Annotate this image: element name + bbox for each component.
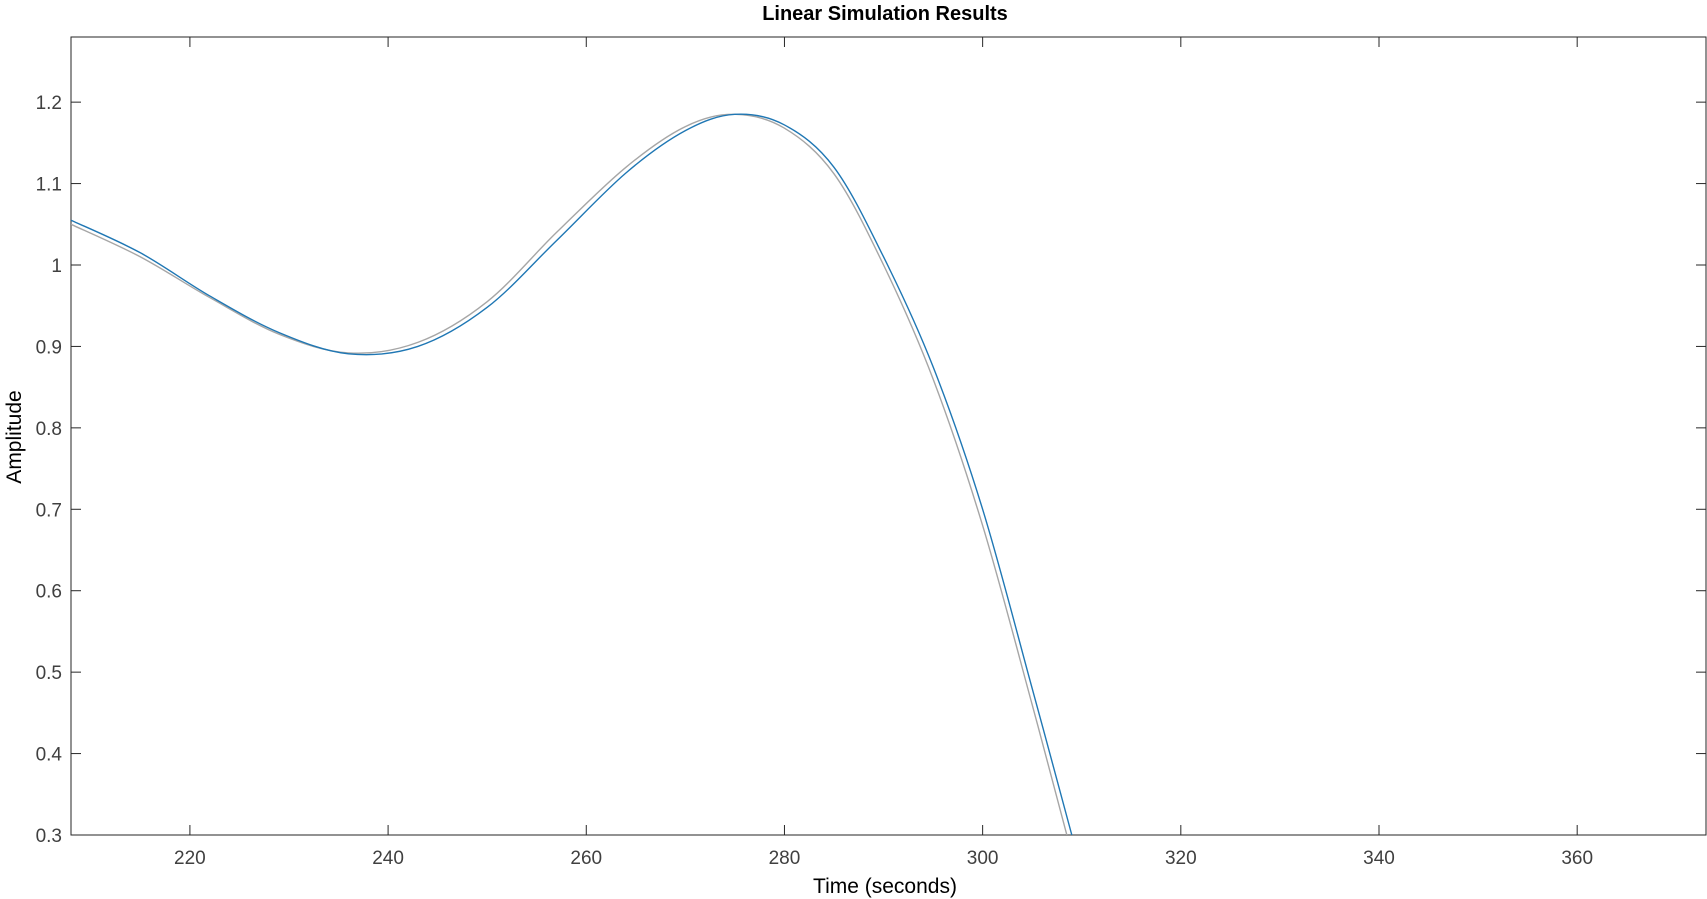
series-line-2 [71, 113, 1073, 835]
x-tick-label: 300 [967, 848, 999, 869]
y-axis-label: Amplitude [3, 390, 26, 483]
x-tick-label: 320 [1165, 848, 1197, 869]
y-tick-label: 1 [51, 256, 62, 277]
x-tick-label: 340 [1363, 848, 1395, 869]
x-tick-label: 240 [372, 848, 404, 869]
y-tick-label: 1.1 [36, 175, 62, 196]
ticks-layer: 220 240 260 280 300 320 340 360 0.3 0.4 0.5 0.6 0.7 0… [36, 37, 1706, 869]
x-tick-label: 280 [769, 848, 801, 869]
y-tick-label: 0.6 [36, 582, 62, 603]
x-axis-label: Time (seconds) [813, 875, 957, 898]
y-tick-label: 1.2 [36, 93, 62, 114]
y-tick-label: 0.9 [36, 337, 62, 358]
y-tick-label: 0.5 [36, 663, 62, 684]
chart-title: Linear Simulation Results [762, 3, 1008, 25]
y-tick-label: 0.7 [36, 500, 62, 521]
y-tick-label: 0.4 [36, 745, 63, 766]
series-layer [71, 113, 1073, 835]
x-tick-label: 360 [1561, 848, 1593, 869]
series-line-1 [71, 113, 1068, 835]
y-tick-label: 0.8 [36, 419, 62, 440]
plot-frame [70, 36, 1707, 836]
plot-area [70, 36, 1707, 836]
x-tick-label: 220 [174, 848, 206, 869]
y-tick-label: 0.3 [36, 826, 62, 847]
x-tick-label: 260 [570, 848, 602, 869]
